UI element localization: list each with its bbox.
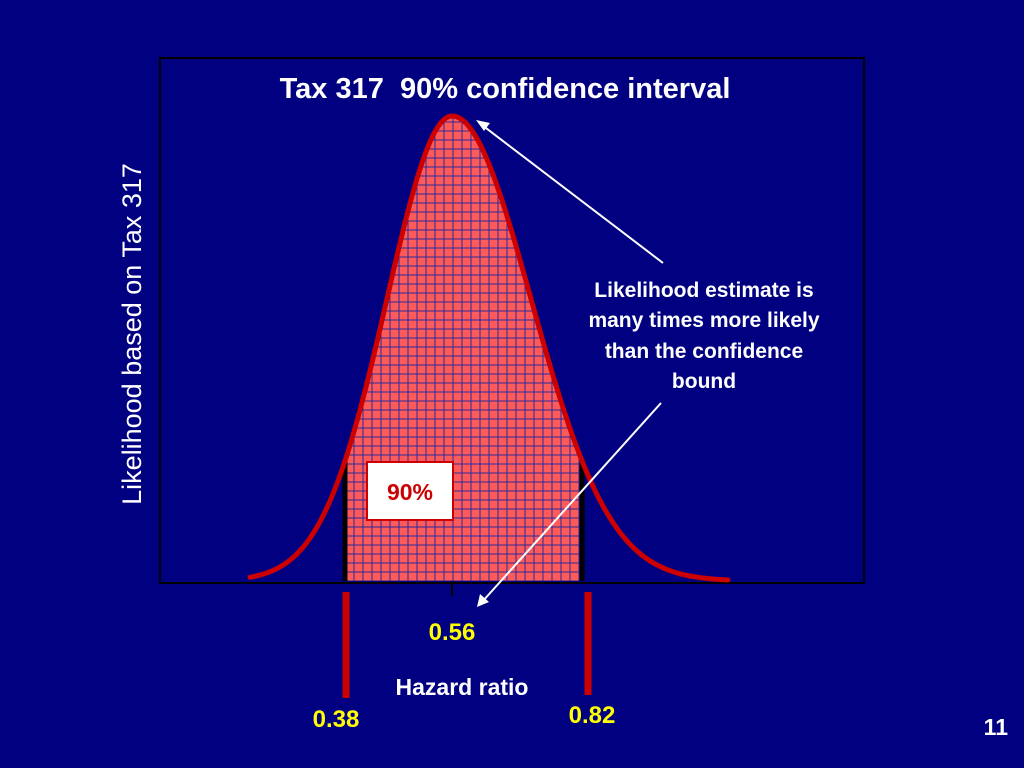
annotation-line-1: Likelihood estimate is xyxy=(594,279,813,302)
plot-frame xyxy=(159,57,865,584)
percent-label: 90% xyxy=(387,479,433,505)
lower-bound-value-label: 0.38 xyxy=(313,706,360,733)
annotation-line-4: bound xyxy=(672,370,736,393)
annotation-arrow-peak xyxy=(481,124,664,264)
estimate-value-label: 0.56 xyxy=(429,619,476,646)
upper-bound-value-label: 0.82 xyxy=(569,702,616,729)
annotation-line-2: many times more likely xyxy=(588,309,819,332)
percent-box xyxy=(366,461,454,521)
arrowhead-bound-icon xyxy=(477,594,489,607)
x-axis-label: Hazard ratio xyxy=(396,674,529,700)
annotation-line-3: than the confidence xyxy=(605,340,803,363)
likelihood-curve xyxy=(247,113,731,583)
y-axis-label: Likelihood based on Tax 317 xyxy=(117,163,147,505)
annotation-arrow-bound xyxy=(481,402,662,603)
arrowhead-peak-icon xyxy=(476,120,490,131)
page-number: 11 xyxy=(984,714,1009,740)
chart-title: Tax 317 90% confidence interval xyxy=(280,73,731,105)
